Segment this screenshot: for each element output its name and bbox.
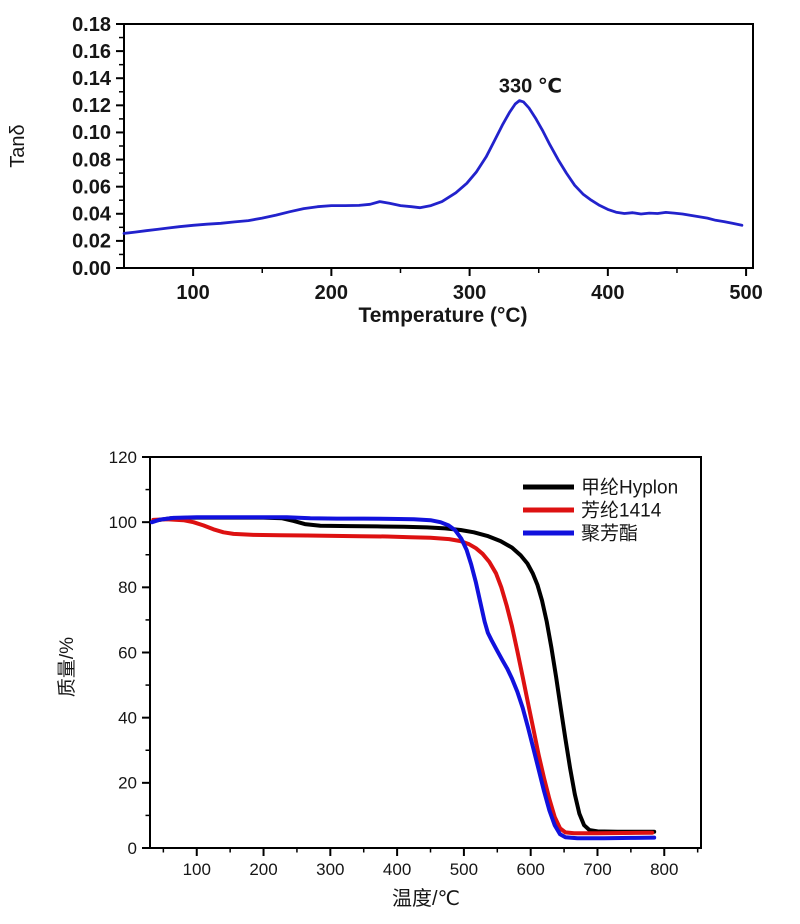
y-axis-tick-label: 0.04 (72, 204, 112, 226)
x-axis-tick-label: 100 (183, 860, 211, 879)
x-axis-title: Temperature (°C) (358, 304, 527, 327)
y-axis-tick-label: 0.16 (72, 41, 111, 63)
series-curve-2 (150, 515, 657, 841)
y-axis-tick-label: 80 (118, 578, 137, 597)
y-axis-tick-label: 40 (118, 708, 137, 727)
x-axis-tick-label: 600 (517, 860, 545, 879)
y-axis-title: 质量/% (56, 637, 78, 697)
y-axis-tick-label: 0.12 (72, 95, 111, 117)
y-axis-tick-label: 0.14 (72, 68, 112, 90)
y-axis-tick-label: 20 (118, 774, 137, 793)
x-axis-tick-label: 500 (729, 282, 762, 304)
legend-label: 芳纶1414 (581, 499, 662, 521)
y-axis-tick-label: 120 (109, 448, 137, 467)
x-axis-tick-label: 200 (315, 282, 348, 304)
x-axis-tick-label: 100 (176, 282, 209, 304)
x-axis-tick-label: 500 (450, 860, 478, 879)
series-curve-0 (151, 515, 657, 834)
x-axis-tick-label: 400 (383, 860, 411, 879)
series-curve-1 (151, 517, 655, 836)
tan-delta-chart: 100 200 300 400 500 0.00 0.02 0.04 0.06 0.08 0.10 0… (7, 14, 763, 327)
legend-label: 甲纶Hyplon (581, 476, 678, 498)
y-axis-tick-label: 100 (109, 513, 137, 532)
legend-label: 聚芳酯 (581, 522, 638, 544)
y-axis-title: Tanδ (7, 124, 29, 167)
x-axis-tick-label: 300 (316, 860, 344, 879)
tga-chart: 100 200 300 400 500 600 700 800 0 20 40 60 80 100 120 温… (56, 448, 702, 910)
y-axis-tick-label: 0.02 (72, 231, 111, 253)
plot-frame (123, 23, 754, 269)
peak-annotation: 330 ℃ (499, 75, 562, 97)
x-axis-tick-label: 300 (453, 282, 486, 304)
y-axis-tick-label: 0.06 (72, 176, 111, 198)
y-axis-tick-label: 0.08 (72, 149, 111, 171)
x-axis-title: 温度/℃ (392, 887, 460, 910)
y-axis-tick-label: 0.18 (72, 14, 111, 36)
series-curve-0 (122, 99, 744, 235)
y-axis-tick-label: 0 (128, 839, 137, 858)
x-axis-tick-label: 800 (650, 860, 678, 879)
x-axis-tick-label: 400 (591, 282, 624, 304)
y-axis-tick-label: 0.00 (72, 258, 111, 280)
y-axis-tick-label: 0.10 (72, 122, 111, 144)
y-axis-tick-label: 60 (118, 643, 137, 662)
x-axis-tick-label: 200 (249, 860, 277, 879)
x-axis-tick-label: 700 (583, 860, 611, 879)
